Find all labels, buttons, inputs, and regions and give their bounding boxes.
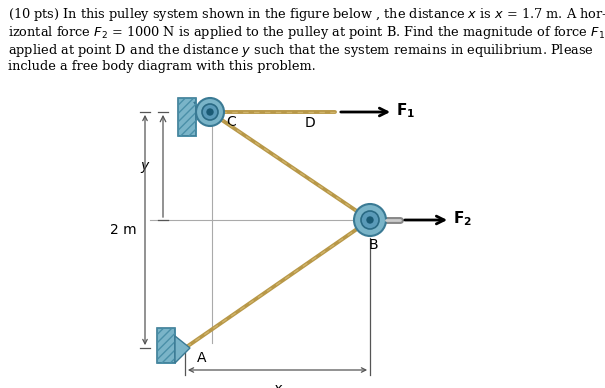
Circle shape — [367, 217, 373, 223]
Circle shape — [361, 211, 379, 229]
Bar — [157, 328, 175, 363]
Text: $\mathbf{F_1}$: $\mathbf{F_1}$ — [396, 102, 415, 120]
Text: include a free body diagram with this problem.: include a free body diagram with this pr… — [8, 60, 316, 73]
Text: D: D — [305, 116, 316, 130]
Polygon shape — [194, 102, 204, 120]
Text: A: A — [197, 351, 206, 365]
Text: applied at point D and the distance $y$ such that the system remains in equilibr: applied at point D and the distance $y$ … — [8, 42, 594, 59]
Circle shape — [207, 109, 213, 115]
Text: (10 pts) In this pulley system shown in the figure below , the distance $x$ is $: (10 pts) In this pulley system shown in … — [8, 6, 605, 23]
Bar — [157, 328, 175, 363]
Text: C: C — [226, 115, 236, 129]
Circle shape — [196, 98, 224, 126]
Circle shape — [354, 204, 386, 236]
Text: B: B — [368, 238, 378, 252]
Text: 2 m: 2 m — [110, 223, 137, 237]
Text: $\mathbf{F_2}$: $\mathbf{F_2}$ — [453, 210, 472, 229]
Polygon shape — [175, 336, 190, 363]
Text: x: x — [273, 382, 281, 388]
Text: y: y — [141, 159, 149, 173]
Text: izontal force $F_2$ = 1000 N is applied to the pulley at point B. Find the magni: izontal force $F_2$ = 1000 N is applied … — [8, 24, 605, 41]
Bar — [178, 98, 196, 136]
Bar — [178, 98, 196, 136]
Circle shape — [202, 104, 218, 120]
